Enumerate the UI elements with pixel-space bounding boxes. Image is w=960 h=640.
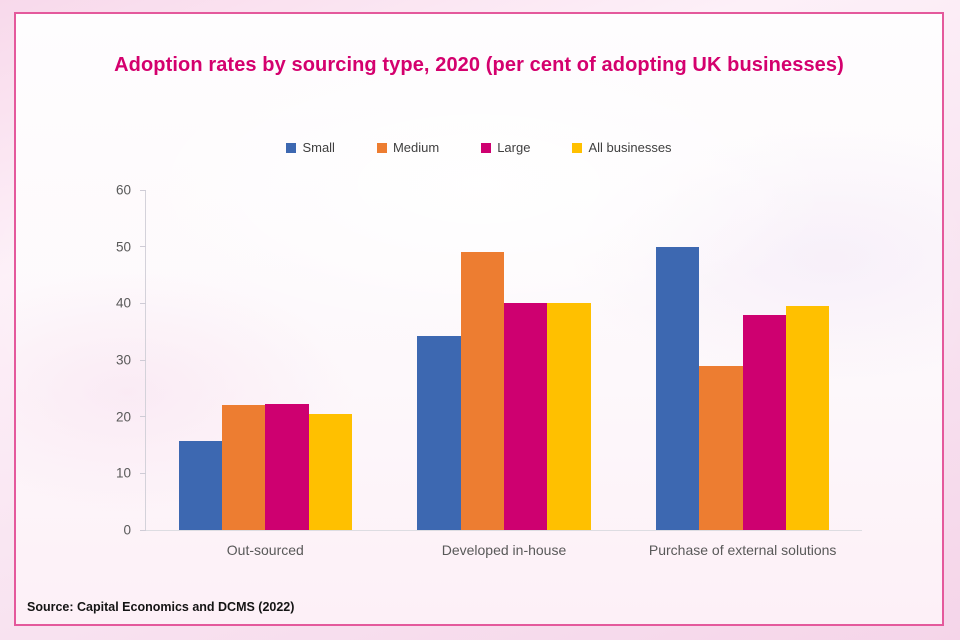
bar-medium-purchase-of-external-solutions	[699, 365, 743, 530]
plot-area: 0 10 20 30 40 50 60 Out-sourced Developed in-hou…	[116, 183, 862, 558]
legend-swatch-medium	[376, 142, 387, 153]
y-axis-tick-mark	[140, 416, 146, 418]
legend-label: All businesses	[588, 140, 672, 155]
bar-all-businesses-developed-in-house	[547, 303, 591, 530]
bar-small-out-sourced	[178, 441, 223, 530]
y-axis-tick-mark	[140, 529, 146, 531]
y-axis-tick-mark	[140, 189, 146, 191]
y-axis-tick-label: 50	[115, 238, 131, 254]
legend-label: Small	[302, 140, 335, 155]
x-axis-category-label: Out-sourced	[226, 542, 304, 558]
legend-swatch-large	[481, 142, 492, 153]
bar-small-purchase-of-external-solutions	[656, 246, 700, 530]
legend: Small Medium Large All businesses	[16, 140, 942, 155]
bar-large-purchase-of-external-solutions	[742, 314, 786, 530]
legend-swatch-all-businesses	[572, 142, 583, 153]
bar-large-developed-in-house	[504, 303, 548, 530]
legend-item-large: Large	[481, 140, 530, 155]
legend-item-small: Small	[286, 140, 335, 155]
legend-swatch-small	[286, 142, 297, 153]
bar-all-businesses-purchase-of-external-solutions	[785, 306, 830, 530]
source-note: Source: Capital Economics and DCMS (2022…	[27, 600, 295, 614]
chart-title: Adoption rates by sourcing type, 2020 (p…	[114, 54, 844, 76]
x-axis-category-label: Developed in-house	[441, 542, 567, 558]
legend-item-medium: Medium	[376, 140, 440, 155]
legend-label: Medium	[392, 140, 440, 155]
y-axis-tick-label: 10	[115, 465, 131, 481]
bar-medium-developed-in-house	[460, 252, 504, 530]
x-axis-category-label: Purchase of external solutions	[648, 542, 837, 558]
y-axis-tick-label: 60	[115, 182, 131, 198]
bar-medium-out-sourced	[222, 405, 266, 530]
bar-small-developed-in-house	[417, 335, 461, 530]
bar-large-out-sourced	[265, 404, 309, 530]
y-axis-tick-mark	[140, 472, 146, 474]
chart-panel: Adoption rates by sourcing type, 2020 (p…	[14, 12, 944, 626]
legend-label: Large	[497, 140, 531, 155]
y-axis-tick-label: 20	[115, 408, 131, 424]
y-axis-tick-mark	[140, 246, 146, 248]
y-axis-tick-mark	[140, 359, 146, 361]
legend-item-all-businesses: All businesses	[572, 140, 672, 155]
y-axis-tick-mark	[140, 302, 146, 304]
y-axis-tick-label: 0	[123, 522, 131, 538]
y-axis-tick-label: 30	[115, 352, 131, 368]
bar-all-businesses-out-sourced	[308, 413, 352, 530]
y-axis-tick-label: 40	[115, 295, 131, 311]
